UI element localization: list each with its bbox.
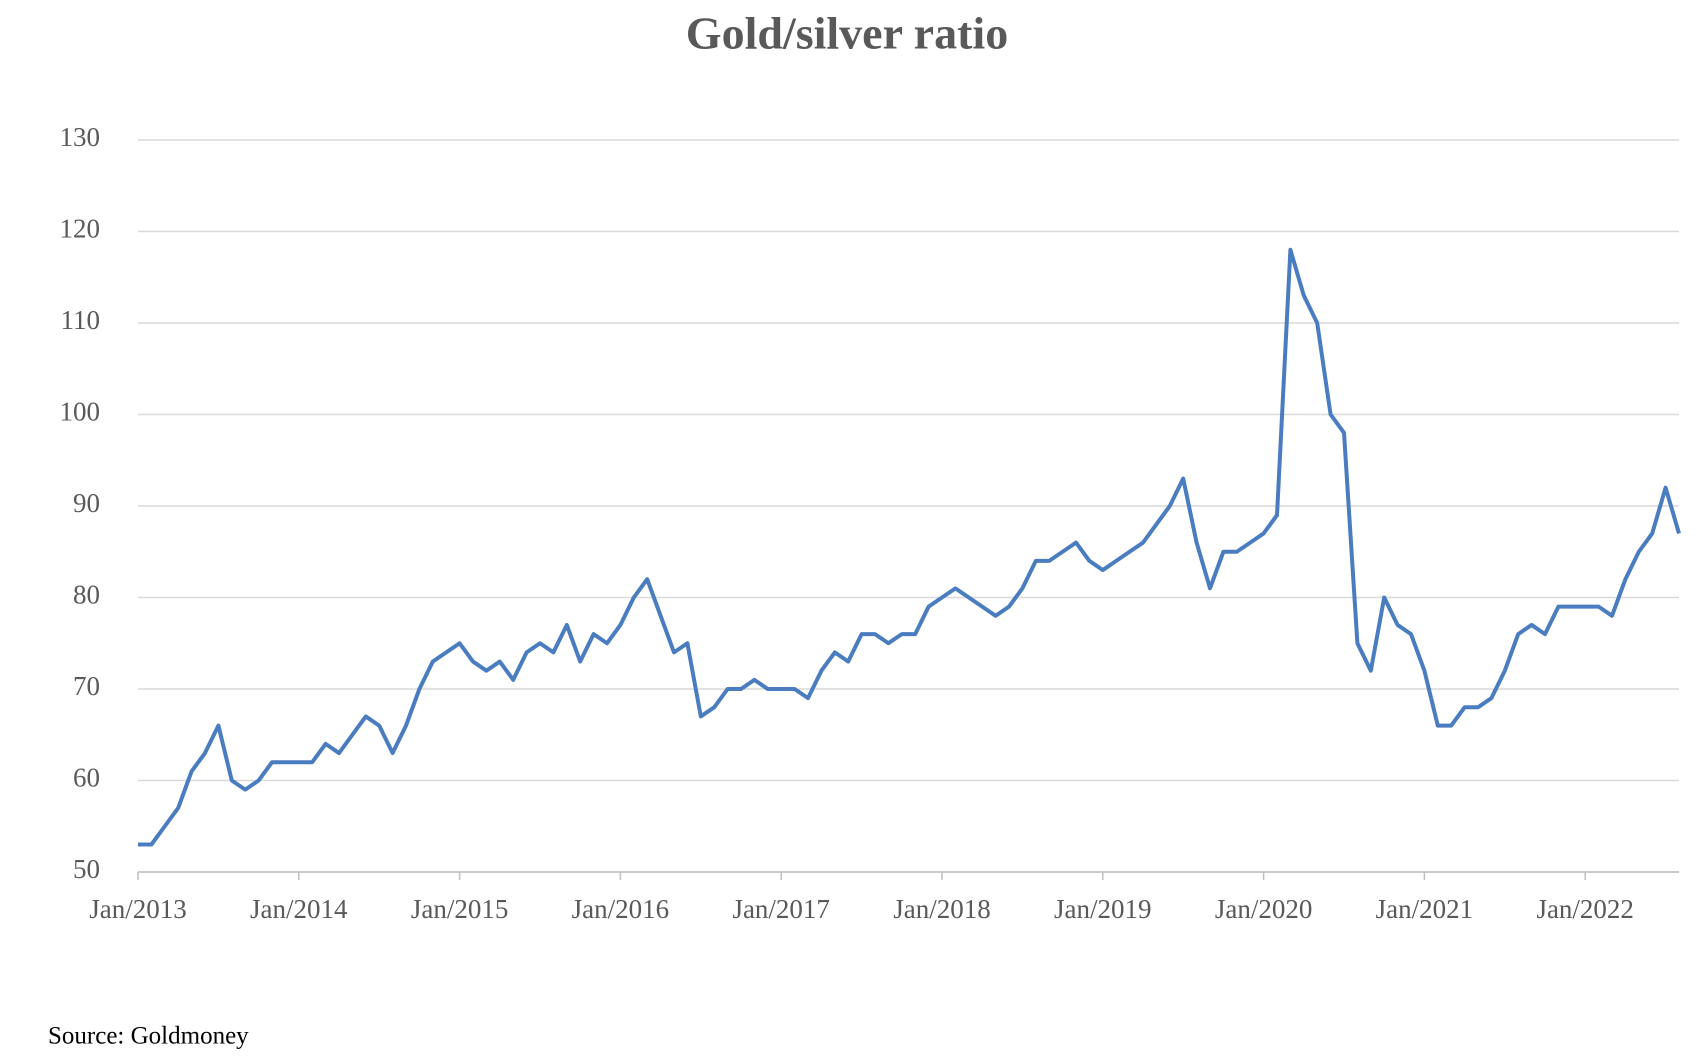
y-tick-label: 90 [73, 488, 100, 518]
data-line [138, 247, 1681, 847]
x-tick-label: Jan/2014 [250, 894, 348, 924]
y-tick-label: 100 [60, 397, 101, 427]
x-tick-label: Jan/2020 [1215, 894, 1313, 924]
source-note: Source: Goldmoney [48, 1023, 249, 1050]
x-tick-label: Jan/2021 [1376, 894, 1474, 924]
y-tick-label: 50 [73, 854, 100, 884]
x-tick-label: Jan/2013 [89, 894, 187, 924]
chart-title: Gold/silver ratio [686, 8, 1008, 59]
x-tick-label: Jan/2017 [732, 894, 830, 924]
x-tick-label: Jan/2019 [1054, 894, 1152, 924]
x-tick-label: Jan/2022 [1536, 894, 1634, 924]
y-tick-label: 70 [73, 671, 100, 701]
y-tick-label: 130 [60, 122, 101, 152]
y-tick-label: 110 [61, 305, 101, 335]
x-tick-label: Jan/2015 [411, 894, 509, 924]
y-tick-label: 80 [73, 580, 100, 610]
y-tick-label: 60 [73, 763, 100, 793]
x-tick-label: Jan/2018 [893, 894, 991, 924]
x-tick-label: Jan/2016 [572, 894, 670, 924]
y-tick-label: 120 [60, 214, 101, 244]
